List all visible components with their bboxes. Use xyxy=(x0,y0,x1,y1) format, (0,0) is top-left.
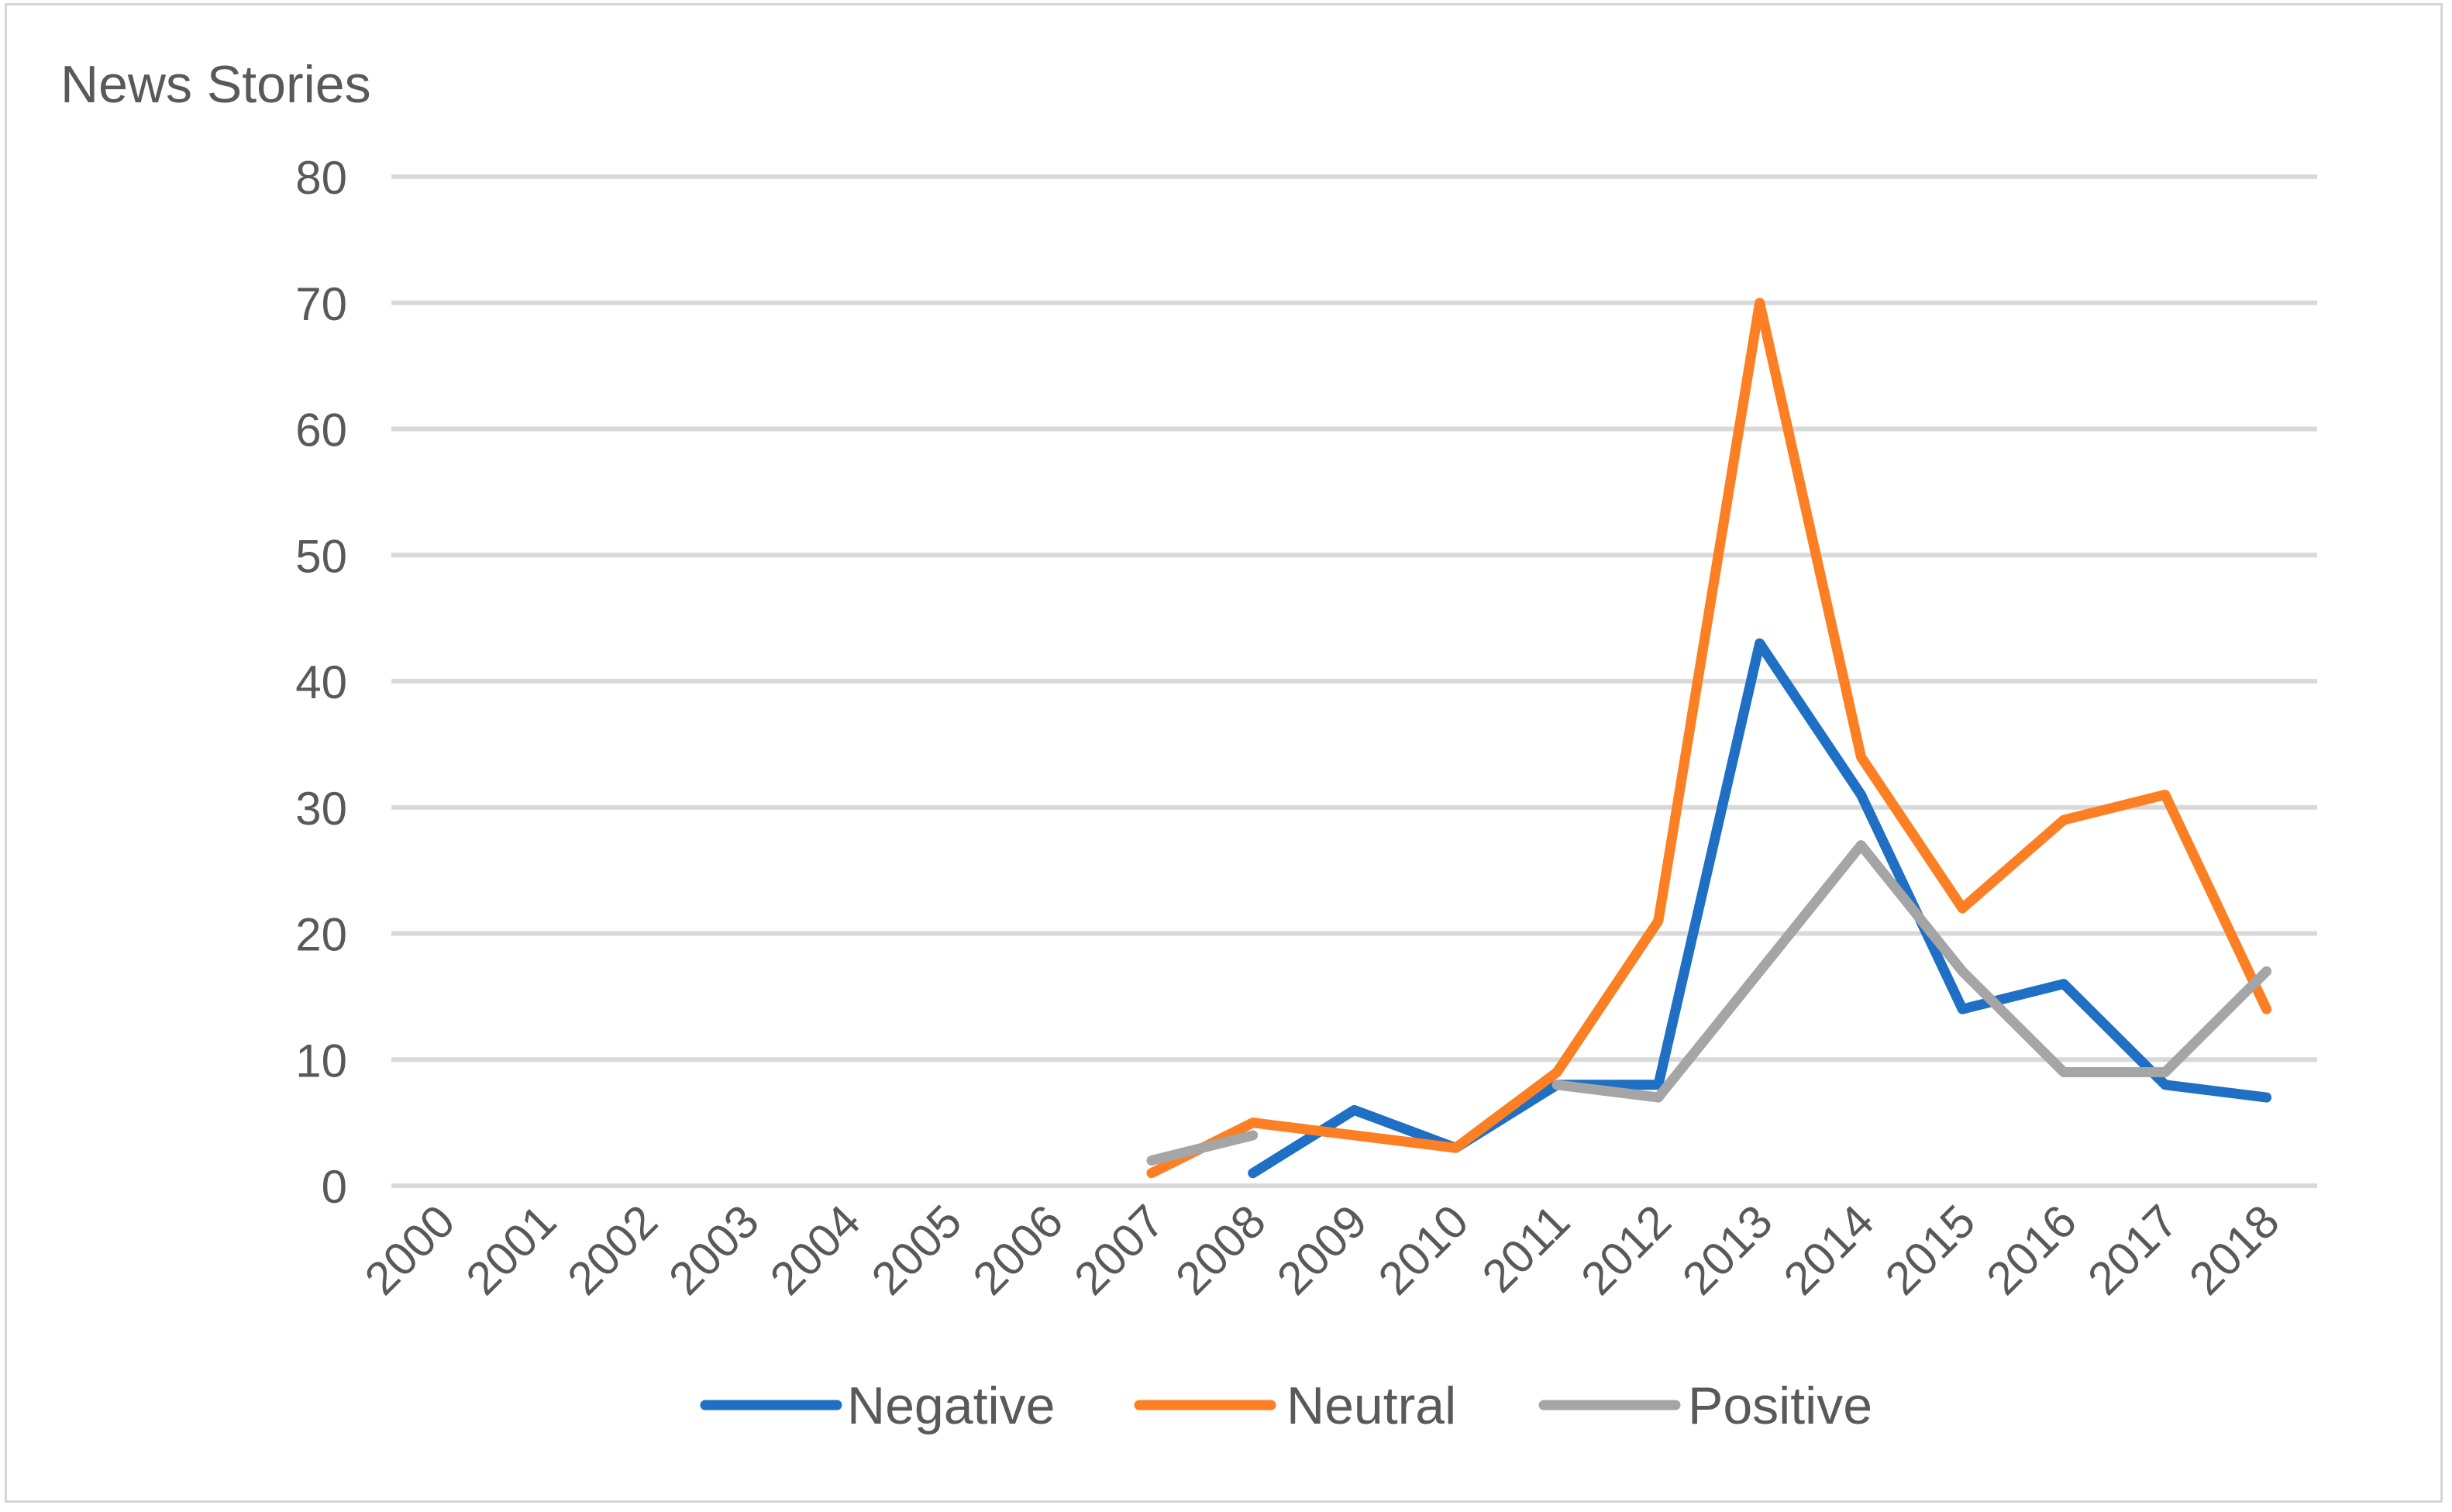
legend-label: Neutral xyxy=(1286,1376,1456,1435)
x-axis-ticks: 2000200120022003200420052006200720082009… xyxy=(355,1195,2289,1305)
x-tick-label: 2008 xyxy=(1166,1195,1276,1305)
x-tick-label: 2009 xyxy=(1267,1195,1377,1305)
y-tick-label: 20 xyxy=(295,909,347,961)
x-tick-label: 2010 xyxy=(1369,1195,1479,1305)
series-positive xyxy=(1146,840,2272,1166)
chart-frame xyxy=(5,3,2443,1503)
y-tick-label: 10 xyxy=(295,1035,347,1087)
y-axis-ticks: 0 10 20 30 40 50 60 70 80 xyxy=(295,152,347,1213)
series-line-negative xyxy=(1248,638,2272,1179)
x-tick-label: 2004 xyxy=(760,1195,870,1305)
x-tick-label: 2002 xyxy=(557,1195,667,1305)
y-axis-label: News Stories xyxy=(60,55,371,114)
y-tick-label: 80 xyxy=(295,152,347,204)
x-tick-label: 2007 xyxy=(1064,1195,1174,1305)
x-tick-label: 2016 xyxy=(1976,1195,2086,1305)
x-tick-label: 2000 xyxy=(355,1195,465,1305)
series-line-positive xyxy=(1551,840,2272,1103)
y-tick-label: 40 xyxy=(295,656,347,708)
y-tick-label: 0 xyxy=(322,1161,347,1213)
legend-item-positive: Positive xyxy=(1538,1376,1872,1435)
gridlines xyxy=(391,174,2317,1188)
series-lines xyxy=(1146,298,2272,1179)
x-tick-label: 2018 xyxy=(2179,1195,2289,1305)
x-tick-label: 2006 xyxy=(963,1195,1073,1305)
x-tick-label: 2015 xyxy=(1875,1195,1985,1305)
x-tick-label: 2017 xyxy=(2078,1195,2188,1305)
series-line-neutral xyxy=(1146,298,2272,1179)
x-tick-label: 2011 xyxy=(1472,1195,1580,1303)
legend-item-negative: Negative xyxy=(700,1376,1055,1435)
series-line-positive xyxy=(1146,1130,1259,1166)
legend-label: Positive xyxy=(1688,1376,1872,1435)
x-tick-label: 2014 xyxy=(1774,1195,1884,1305)
legend-item-neutral: Neutral xyxy=(1134,1376,1456,1435)
y-tick-label: 50 xyxy=(295,530,347,582)
legend: Negative Neutral Positive xyxy=(700,1376,1872,1435)
legend-label: Negative xyxy=(847,1376,1055,1435)
series-neutral xyxy=(1146,298,2272,1179)
x-tick-label: 2013 xyxy=(1672,1195,1782,1305)
y-tick-label: 70 xyxy=(295,278,347,330)
y-tick-label: 30 xyxy=(295,783,347,835)
x-tick-label: 2012 xyxy=(1571,1195,1681,1305)
series-negative xyxy=(1248,638,2272,1179)
x-tick-label: 2001 xyxy=(456,1195,567,1305)
x-tick-label: 2003 xyxy=(659,1195,769,1305)
y-tick-label: 60 xyxy=(295,405,347,456)
x-tick-label: 2005 xyxy=(862,1195,972,1305)
